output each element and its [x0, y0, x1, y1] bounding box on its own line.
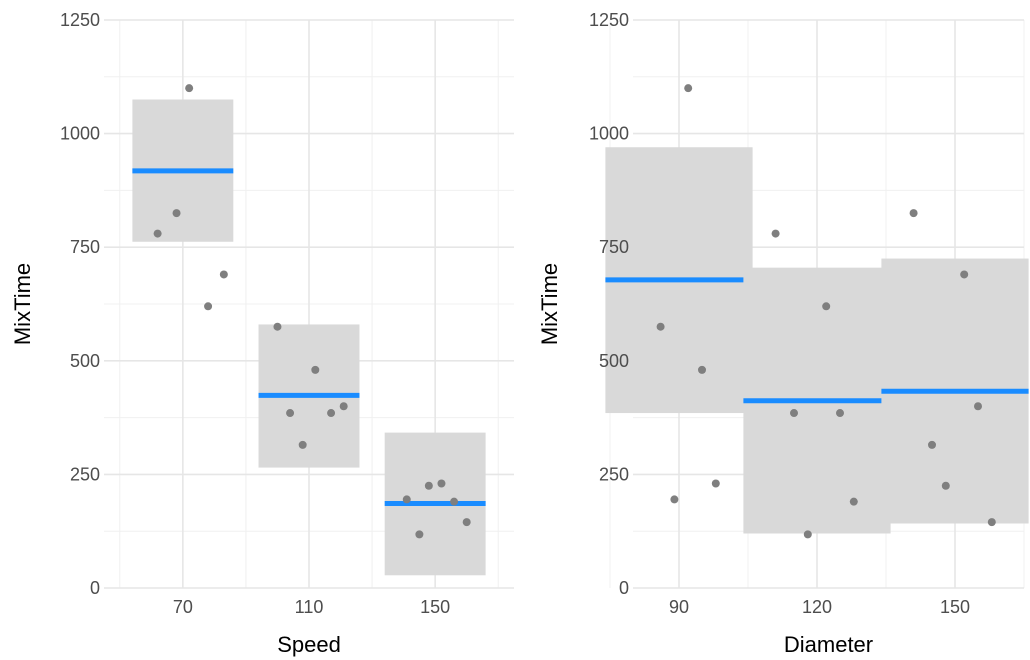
x-tick-label: 110 — [295, 597, 324, 617]
data-point — [185, 84, 194, 93]
data-point — [790, 409, 798, 418]
x-tick-label: 90 — [669, 597, 689, 617]
y-tick-label: 0 — [619, 578, 629, 598]
y-tick-label: 500 — [599, 351, 629, 371]
data-point — [928, 440, 936, 449]
data-point — [656, 322, 665, 331]
data-point — [960, 270, 969, 279]
x-tick-label: 120 — [802, 597, 832, 617]
data-point — [424, 481, 433, 490]
data-point — [219, 270, 228, 279]
data-point — [711, 479, 720, 488]
y-tick-label: 1250 — [60, 10, 100, 30]
y-tick-label: 250 — [599, 464, 629, 484]
data-point — [462, 518, 471, 527]
y-tick-label: 750 — [599, 237, 629, 257]
y-tick-label: 1000 — [589, 124, 629, 144]
data-point — [849, 497, 858, 506]
data-point — [298, 440, 307, 449]
y-tick-label: 500 — [70, 351, 100, 371]
data-point — [670, 495, 679, 504]
data-point — [311, 365, 320, 374]
data-point — [286, 409, 295, 418]
data-point — [822, 302, 831, 311]
x-tick-label: 150 — [940, 597, 970, 617]
data-point — [437, 479, 446, 488]
data-point — [909, 209, 918, 218]
speed-panel: 0 250 500 750 1000 1250 70 110 150 Speed MixTime — [10, 10, 514, 657]
data-point — [684, 84, 693, 93]
y-tick-label: 750 — [70, 237, 100, 257]
data-point — [698, 365, 706, 374]
data-point — [836, 409, 844, 418]
data-point — [204, 302, 213, 311]
y-tick-label: 250 — [70, 464, 100, 484]
speed-y-axis-title: MixTime — [10, 263, 35, 345]
data-point — [974, 402, 982, 411]
data-point — [327, 409, 336, 418]
data-point — [941, 481, 950, 490]
y-tick-label: 1250 — [589, 10, 629, 30]
data-point — [415, 530, 424, 539]
data-point — [402, 495, 411, 504]
x-tick-label: 70 — [173, 597, 193, 617]
data-point — [803, 530, 812, 539]
y-tick-label: 0 — [90, 578, 100, 598]
data-point — [450, 497, 459, 506]
x-tick-label: 150 — [420, 597, 450, 617]
data-point — [339, 402, 348, 411]
diameter-y-axis-title: MixTime — [537, 263, 562, 345]
data-point — [172, 209, 181, 218]
diameter-x-axis-title: Diameter — [784, 632, 873, 657]
y-tick-label: 1000 — [60, 124, 100, 144]
data-point — [273, 322, 282, 331]
data-point — [153, 229, 162, 238]
diameter-panel: 0 250 500 750 1000 1250 90 120 150 Diameter MixTim… — [537, 10, 1029, 657]
speed-x-axis-title: Speed — [277, 632, 341, 657]
data-point — [987, 518, 996, 527]
data-point — [771, 229, 780, 238]
